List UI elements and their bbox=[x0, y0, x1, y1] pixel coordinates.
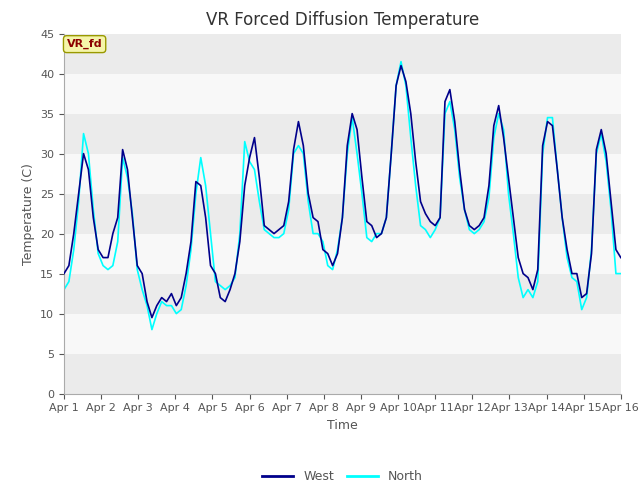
Bar bbox=[64, 274, 621, 313]
North bbox=[246, 159, 253, 165]
North bbox=[397, 59, 405, 64]
West bbox=[148, 315, 156, 321]
Bar bbox=[64, 34, 621, 73]
North bbox=[275, 235, 283, 240]
Title: VR Forced Diffusion Temperature: VR Forced Diffusion Temperature bbox=[206, 11, 479, 29]
West bbox=[60, 271, 68, 276]
West bbox=[133, 263, 141, 268]
North bbox=[148, 327, 156, 333]
Text: VR_fd: VR_fd bbox=[67, 39, 102, 49]
West bbox=[617, 255, 625, 261]
North bbox=[192, 191, 200, 196]
North bbox=[133, 267, 141, 273]
North bbox=[558, 215, 566, 220]
North bbox=[60, 287, 68, 292]
North bbox=[617, 271, 625, 276]
West bbox=[275, 227, 283, 232]
Bar bbox=[64, 234, 621, 274]
West bbox=[558, 215, 566, 220]
West bbox=[397, 63, 405, 69]
Bar bbox=[64, 114, 621, 154]
North bbox=[407, 135, 415, 141]
West bbox=[192, 179, 200, 184]
West bbox=[246, 155, 253, 160]
Y-axis label: Temperature (C): Temperature (C) bbox=[22, 163, 35, 264]
Bar bbox=[64, 73, 621, 114]
Bar bbox=[64, 193, 621, 234]
Line: North: North bbox=[64, 61, 621, 330]
Line: West: West bbox=[64, 66, 621, 318]
Bar bbox=[64, 313, 621, 354]
Bar bbox=[64, 354, 621, 394]
X-axis label: Time: Time bbox=[327, 419, 358, 432]
Legend: West, North: West, North bbox=[257, 465, 428, 480]
Bar bbox=[64, 154, 621, 193]
West bbox=[407, 111, 415, 117]
